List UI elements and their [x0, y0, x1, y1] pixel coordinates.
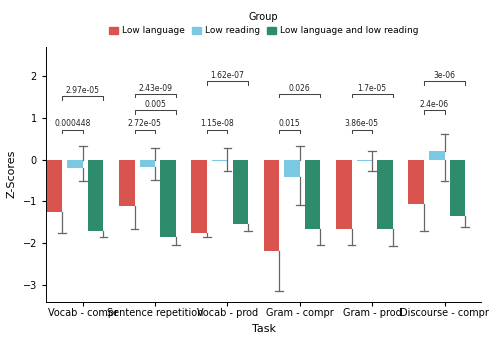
Bar: [305, 160, 320, 228]
Text: 1.15e-08: 1.15e-08: [200, 119, 234, 129]
Text: 3e-06: 3e-06: [434, 71, 456, 80]
Bar: [284, 160, 300, 177]
Text: 0.000448: 0.000448: [54, 119, 90, 129]
Text: 0.026: 0.026: [289, 84, 310, 92]
Text: 3.86e-05: 3.86e-05: [345, 119, 379, 129]
Bar: [408, 160, 424, 204]
Text: 2.97e-05: 2.97e-05: [66, 86, 100, 95]
Bar: [46, 160, 62, 212]
Bar: [356, 160, 372, 161]
Bar: [192, 160, 207, 233]
Text: 2.4e-06: 2.4e-06: [420, 100, 449, 109]
Bar: [119, 160, 134, 206]
Legend: Low language, Low reading, Low language and low reading: Low language, Low reading, Low language …: [106, 8, 422, 39]
Text: 0.005: 0.005: [144, 100, 166, 109]
X-axis label: Task: Task: [252, 324, 276, 334]
Bar: [67, 160, 83, 168]
Text: 0.015: 0.015: [278, 119, 300, 129]
Bar: [429, 150, 444, 160]
Bar: [378, 160, 393, 228]
Bar: [212, 160, 228, 161]
Bar: [140, 160, 155, 167]
Text: 1.62e-07: 1.62e-07: [210, 71, 244, 80]
Text: 2.43e-09: 2.43e-09: [138, 84, 172, 92]
Bar: [264, 160, 279, 252]
Text: 1.7e-05: 1.7e-05: [358, 84, 387, 92]
Text: 2.72e-05: 2.72e-05: [128, 119, 162, 129]
Bar: [450, 160, 465, 216]
Bar: [88, 160, 104, 231]
Bar: [336, 160, 351, 228]
Y-axis label: Z-Scores: Z-Scores: [7, 150, 17, 198]
Bar: [232, 160, 248, 224]
Bar: [160, 160, 176, 237]
